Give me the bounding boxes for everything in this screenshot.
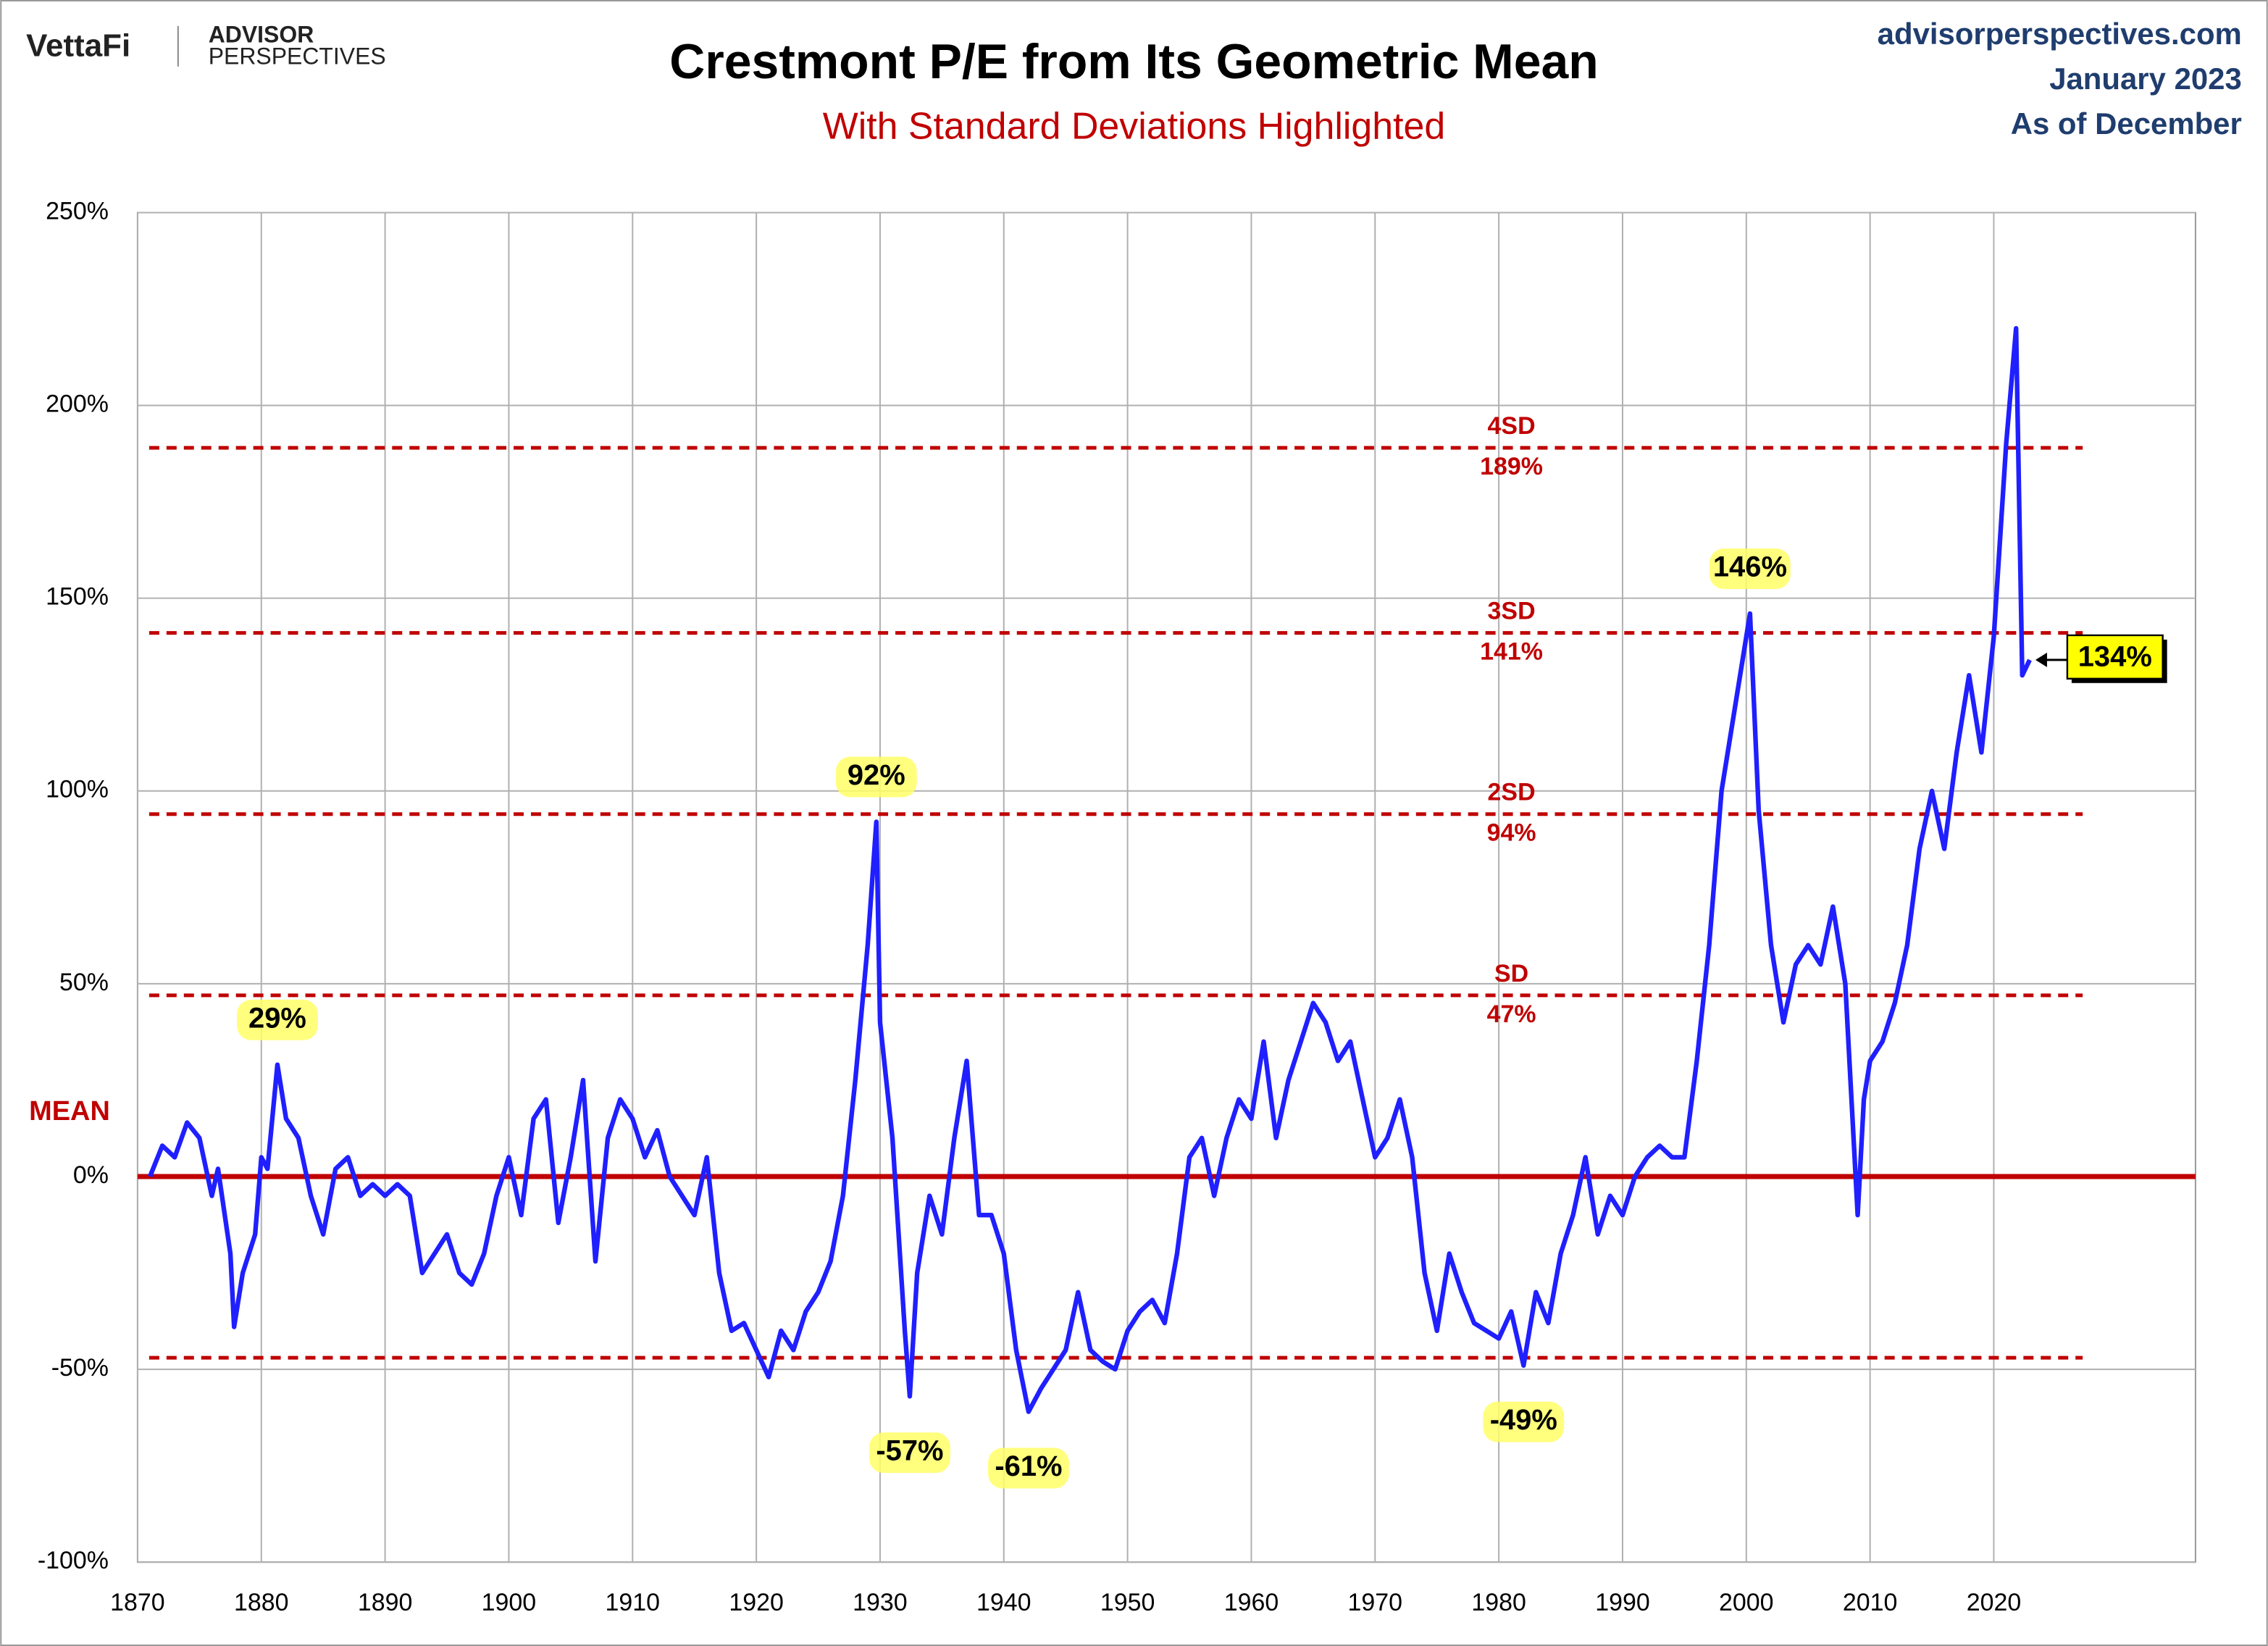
x-tick-label: 1900 bbox=[482, 1589, 537, 1616]
reference-name: 2SD bbox=[1488, 779, 1536, 806]
x-tick-label: 1890 bbox=[358, 1589, 413, 1616]
annotation-label: 134% bbox=[2078, 640, 2152, 672]
mean-label: MEAN bbox=[29, 1096, 110, 1127]
data-line bbox=[148, 325, 2032, 1414]
y-tick-label: 100% bbox=[46, 776, 109, 803]
annotation-highlight bbox=[1710, 548, 1791, 590]
annotation-label: 92% bbox=[848, 759, 905, 791]
reference-name: 3SD bbox=[1488, 598, 1536, 625]
x-tick-label: 1960 bbox=[1224, 1589, 1279, 1616]
date: January 2023 bbox=[2049, 62, 2242, 96]
reference-name: SD bbox=[1494, 960, 1528, 987]
reference-label: 47% bbox=[1487, 1000, 1536, 1028]
annotation-label: -61% bbox=[995, 1450, 1062, 1482]
y-tick-label: -50% bbox=[51, 1354, 109, 1382]
x-tick-label: 2020 bbox=[1967, 1589, 2021, 1616]
as-of: As of December bbox=[2011, 106, 2242, 141]
reference-name: 4SD bbox=[1488, 412, 1536, 440]
y-tick-label: 50% bbox=[59, 969, 109, 996]
x-tick-label: 2000 bbox=[1719, 1589, 1773, 1616]
x-tick-label: 2010 bbox=[1843, 1589, 1897, 1616]
annotation-highlight bbox=[1483, 1401, 1565, 1442]
annotation-label: 29% bbox=[248, 1002, 306, 1034]
x-tick-label: 1980 bbox=[1471, 1589, 1526, 1616]
brand: ADVISOR bbox=[209, 21, 314, 47]
annotation-label: -49% bbox=[1490, 1404, 1557, 1436]
annotation-highlight bbox=[988, 1447, 1069, 1489]
annotation-highlight bbox=[869, 1432, 950, 1474]
chart-title: Crestmont P/E from Its Geometric Mean bbox=[669, 35, 1598, 89]
annotation-highlight bbox=[835, 756, 917, 798]
reference-label: 141% bbox=[1480, 638, 1543, 666]
y-tick-label: 250% bbox=[46, 197, 109, 225]
annotation-label: -57% bbox=[876, 1435, 943, 1467]
reference-label: 94% bbox=[1487, 819, 1536, 847]
x-tick-label: 1910 bbox=[606, 1589, 661, 1616]
logo: VettaFi bbox=[26, 28, 130, 63]
y-tick-label: 0% bbox=[73, 1161, 109, 1189]
x-tick-label: 1950 bbox=[1100, 1589, 1155, 1616]
x-tick-label: 1920 bbox=[729, 1589, 783, 1616]
y-tick-label: 200% bbox=[46, 390, 109, 418]
x-tick-label: 1870 bbox=[110, 1589, 165, 1616]
x-tick-label: 1930 bbox=[853, 1589, 908, 1616]
x-tick-label: 1940 bbox=[976, 1589, 1032, 1616]
reference-label: 189% bbox=[1480, 453, 1543, 480]
chart-subtitle: With Standard Deviations Highlighted bbox=[823, 104, 1446, 146]
annotation-arrowhead bbox=[2035, 652, 2047, 667]
brand: PERSPECTIVES bbox=[209, 43, 386, 69]
source: advisorperspectives.com bbox=[1878, 17, 2242, 51]
annotation-highlight bbox=[237, 999, 318, 1040]
y-tick-label: 150% bbox=[46, 583, 109, 611]
x-tick-label: 1970 bbox=[1348, 1589, 1403, 1616]
annotation-label: 146% bbox=[1713, 551, 1787, 583]
x-tick-label: 1990 bbox=[1595, 1589, 1649, 1616]
annotation-box bbox=[2066, 634, 2164, 680]
y-tick-label: -100% bbox=[38, 1547, 109, 1574]
x-tick-label: 1880 bbox=[234, 1589, 288, 1616]
